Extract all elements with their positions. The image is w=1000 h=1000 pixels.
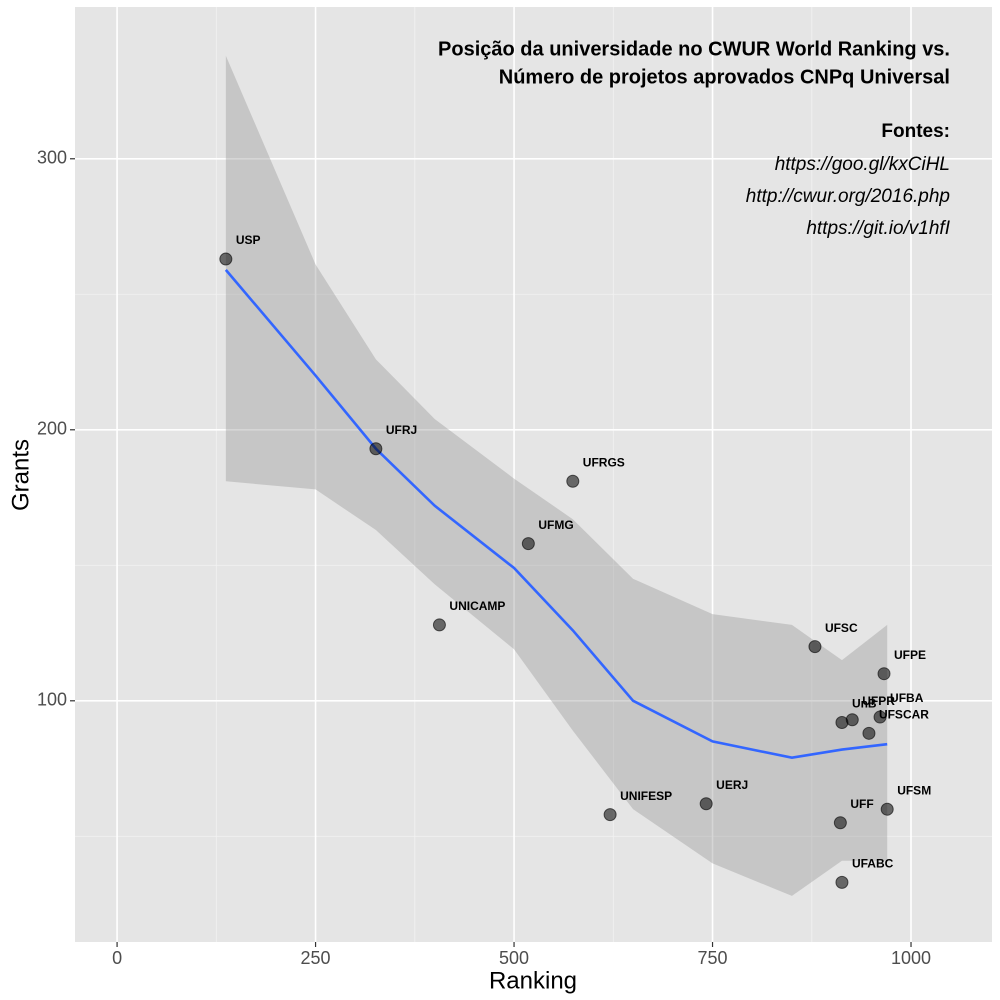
point-label: UFBA <box>890 691 924 705</box>
chart-title: Posição da universidade no CWUR World Ra… <box>438 38 950 60</box>
point-label: UFABC <box>852 857 894 871</box>
smooth-line <box>224 269 888 760</box>
point <box>219 252 233 266</box>
x-tick-label: 0 <box>112 948 122 968</box>
point-label: UFSC <box>825 621 858 635</box>
point <box>833 816 847 830</box>
point-label: UFF <box>850 797 873 811</box>
y-axis-label: Grants <box>7 439 34 511</box>
point <box>699 797 713 811</box>
x-tick-label: 500 <box>499 948 529 968</box>
chart-subtitle: Número de projetos aprovados CNPq Univer… <box>499 66 950 88</box>
point <box>521 537 535 551</box>
panel <box>75 7 992 942</box>
point-label: UFMG <box>538 518 573 532</box>
point-label: UERJ <box>716 778 748 792</box>
point-label: UFPR <box>862 694 895 708</box>
point <box>369 442 383 456</box>
point-label: UNIFESP <box>620 789 672 803</box>
point <box>566 474 580 488</box>
point <box>845 713 859 727</box>
x-axis-label: Ranking <box>489 967 577 994</box>
point <box>862 726 876 740</box>
point-label: UnB <box>852 697 877 711</box>
y-tick-label: 300 <box>37 148 67 168</box>
annotation: Fontes: <box>881 121 950 142</box>
annotation: https://goo.gl/kxCiHL <box>775 154 950 175</box>
y-tick-label: 100 <box>37 690 67 710</box>
x-tick-label: 750 <box>698 948 728 968</box>
point-label: UFRJ <box>386 423 417 437</box>
point <box>835 875 849 889</box>
annotation: http://cwur.org/2016.php <box>746 186 950 207</box>
point <box>873 710 887 724</box>
point <box>808 640 822 654</box>
point <box>603 808 617 822</box>
point-label: USP <box>236 233 261 247</box>
annotation: https://git.io/v1hfI <box>806 218 950 239</box>
point <box>432 618 446 632</box>
point-label: UFSCAR <box>879 707 929 721</box>
point-label: UFPE <box>894 648 926 662</box>
point-label: UFRGS <box>583 455 625 469</box>
point <box>877 667 891 681</box>
x-tick-label: 250 <box>301 948 331 968</box>
point-label: UFSM <box>897 783 931 797</box>
point <box>880 802 894 816</box>
x-tick-label: 1000 <box>891 948 931 968</box>
confidence-band <box>225 55 888 896</box>
y-tick-label: 200 <box>37 419 67 439</box>
point-label: UNICAMP <box>449 599 505 613</box>
